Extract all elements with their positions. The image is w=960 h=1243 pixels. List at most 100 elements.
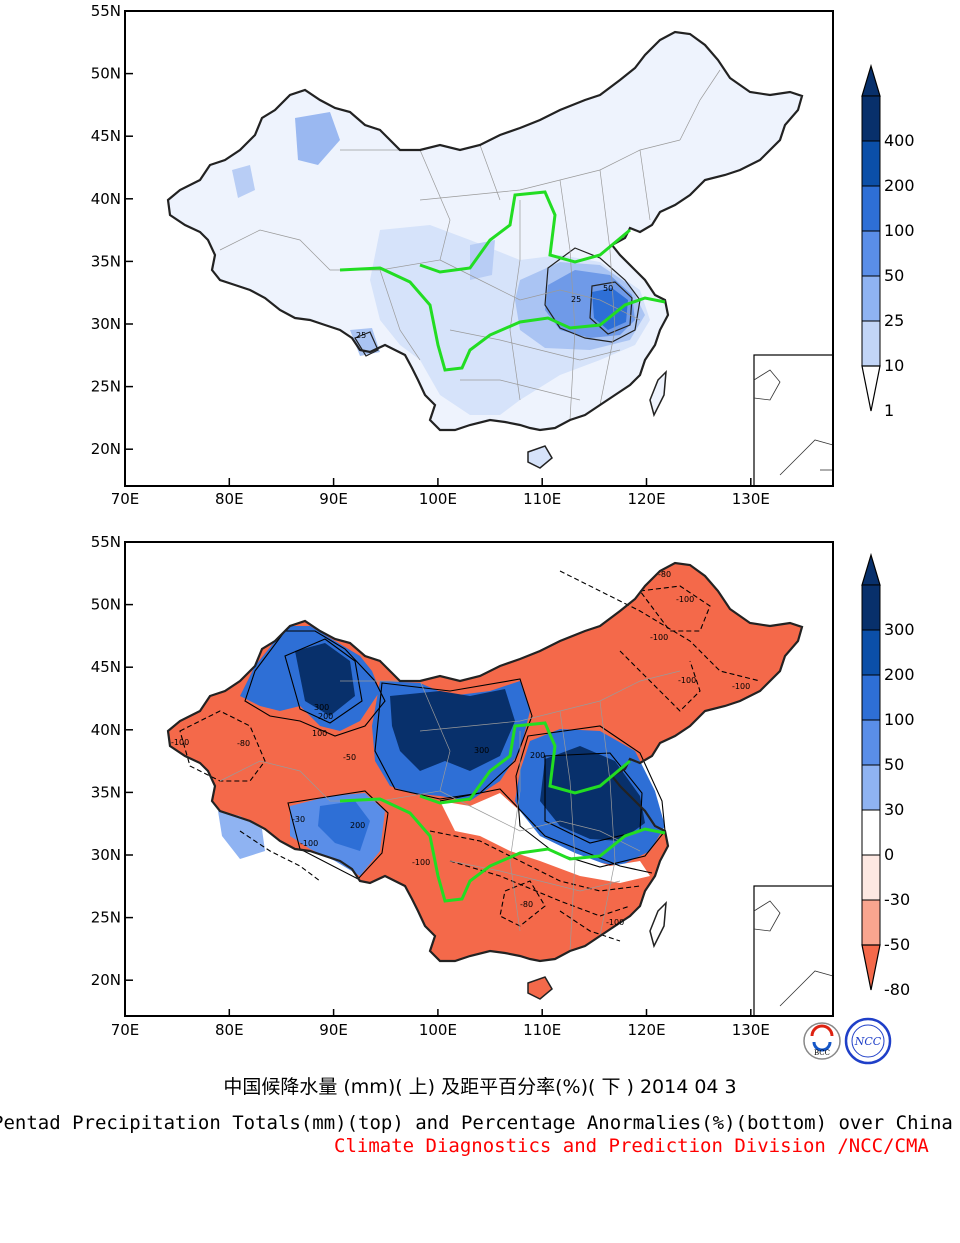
bottom-contour-label: 200 <box>350 821 365 830</box>
lon-label: 120E <box>627 1021 665 1039</box>
lon-label: 110E <box>523 490 561 508</box>
lon-label: 70E <box>111 490 140 508</box>
top-map-frame <box>124 10 834 487</box>
lon-label: 90E <box>319 490 348 508</box>
bottom-contour-label: -80 <box>658 570 671 579</box>
precip-area-north <box>470 240 495 280</box>
colorbar-label: 50 <box>884 755 904 774</box>
lon-label: 130E <box>732 1021 770 1039</box>
colorbar-segment <box>861 584 881 631</box>
bottom-contour-label: -80 <box>520 900 533 909</box>
lat-label: 45N <box>91 658 121 676</box>
colorbar-segment <box>861 230 881 277</box>
top-contour-label: 50 <box>603 284 613 293</box>
lat-label: 30N <box>91 315 121 333</box>
top-colorbar: 400 200 100 50 25 10 1 <box>861 63 915 420</box>
colorbar-arrow-bottom <box>861 365 881 412</box>
anomaly-positive-southwest <box>218 811 265 859</box>
lon-label: 90E <box>319 1021 348 1039</box>
colorbar-label: 300 <box>884 620 915 639</box>
lat-label: 55N <box>91 533 121 551</box>
colorbar-segment <box>861 140 881 187</box>
bottom-contour-labels: -80 -100 -100 -100 -100 300 200 100 -50 … <box>171 570 750 927</box>
bottom-map-frame <box>124 541 834 1017</box>
colorbar-segment <box>861 185 881 232</box>
bottom-contour-label: 100 <box>312 729 327 738</box>
lon-label: 130E <box>732 490 770 508</box>
colorbar-label: -50 <box>884 935 910 954</box>
colorbar-label: 25 <box>884 311 904 330</box>
lat-label: 30N <box>91 846 121 864</box>
bottom-contour-label: -100 <box>606 918 624 927</box>
rivers <box>339 190 666 372</box>
anomaly-contours <box>244 630 666 880</box>
colorbar-label: 30 <box>884 800 904 819</box>
colorbar-label: 100 <box>884 710 915 729</box>
bcc-logo: BCC <box>803 1022 841 1060</box>
bottom-contour-label: -80 <box>237 739 250 748</box>
lat-label: 40N <box>91 190 121 208</box>
colorbar-segment <box>861 674 881 721</box>
lat-label: 20N <box>91 971 121 989</box>
colorbar-segment <box>861 629 881 676</box>
lat-label: 55N <box>91 2 121 20</box>
bottom-map-axes: 55N 50N 45N 40N 35N 30N 25N 20N 70E 80E 90E 100E 110… <box>91 533 770 1039</box>
colorbar-label: 1 <box>884 401 894 420</box>
anomaly-positive-northwest-core <box>295 643 355 716</box>
south-china-sea-inset-bottom <box>753 885 833 1016</box>
hainan-island-bottom <box>527 976 553 1000</box>
anomaly-positive-tibet-core <box>318 801 370 851</box>
lat-label: 50N <box>91 596 121 614</box>
colorbar-segment <box>861 809 881 856</box>
colorbar-label: 200 <box>884 665 915 684</box>
bcc-logo-text: BCC <box>814 1049 830 1057</box>
precip-area-west <box>295 112 340 165</box>
lon-label: 70E <box>111 1021 140 1039</box>
lat-label: 50N <box>91 65 121 83</box>
precip-area-west2 <box>232 165 255 198</box>
colorbar-label: -30 <box>884 890 910 909</box>
colorbar-segment <box>861 899 881 946</box>
bottom-contour-label: -50 <box>343 753 356 762</box>
top-contour-label: 25 <box>356 331 366 340</box>
rivers-bottom <box>339 721 666 903</box>
chinese-title: 中国候降水量 (mm)( 上) 及距平百分率(%)( 下 ) 2014 04 3 <box>223 1076 737 1098</box>
colorbar-segment <box>861 320 881 367</box>
bottom-contour-label: -100 <box>676 595 694 604</box>
bottom-contour-label: -100 <box>732 682 750 691</box>
taiwan-island <box>649 370 667 418</box>
hainan-island <box>527 445 553 469</box>
colorbar-label: 10 <box>884 356 904 375</box>
bottom-contour-label: -100 <box>678 676 696 685</box>
colorbar-label: 0 <box>884 845 894 864</box>
anomaly-positive-central-core <box>390 689 515 771</box>
english-title: Pentad Precipitation Totals(mm)(top) and… <box>0 1112 953 1134</box>
ncc-logo-text: NCC <box>854 1035 882 1048</box>
lat-label: 40N <box>91 721 121 739</box>
bottom-contour-label: -100 <box>300 839 318 848</box>
bottom-contour-label: 200 <box>318 712 333 721</box>
colorbar-segment <box>861 95 881 142</box>
province-borders-bottom <box>219 670 681 952</box>
lat-label: 45N <box>91 127 121 145</box>
bottom-contour-label: -100 <box>171 738 189 747</box>
lat-label: 25N <box>91 909 121 927</box>
top-map-panel: 50 25 25 55N 50N 45N 40N 35N 30N 25N 20N 70E 80E 9… <box>91 2 915 508</box>
bottom-contour-label: -100 <box>412 858 430 867</box>
colorbar-label: 400 <box>884 131 915 150</box>
colorbar-label: 200 <box>884 176 915 195</box>
lon-label: 80E <box>215 490 244 508</box>
colorbar-segment <box>861 854 881 901</box>
lat-label: 20N <box>91 440 121 458</box>
lon-label: 80E <box>215 1021 244 1039</box>
lon-label: 100E <box>419 1021 457 1039</box>
bottom-contour-label: -30 <box>292 815 305 824</box>
top-map-axes: 55N 50N 45N 40N 35N 30N 25N 20N 70E 80E 90E 100E 110… <box>91 2 770 508</box>
colorbar-label: -80 <box>884 980 910 999</box>
ncc-logo: NCC <box>844 1017 892 1065</box>
contour-50 <box>589 281 633 335</box>
bottom-contour-label: 300 <box>314 703 329 712</box>
top-contour-label: 25 <box>571 295 581 304</box>
